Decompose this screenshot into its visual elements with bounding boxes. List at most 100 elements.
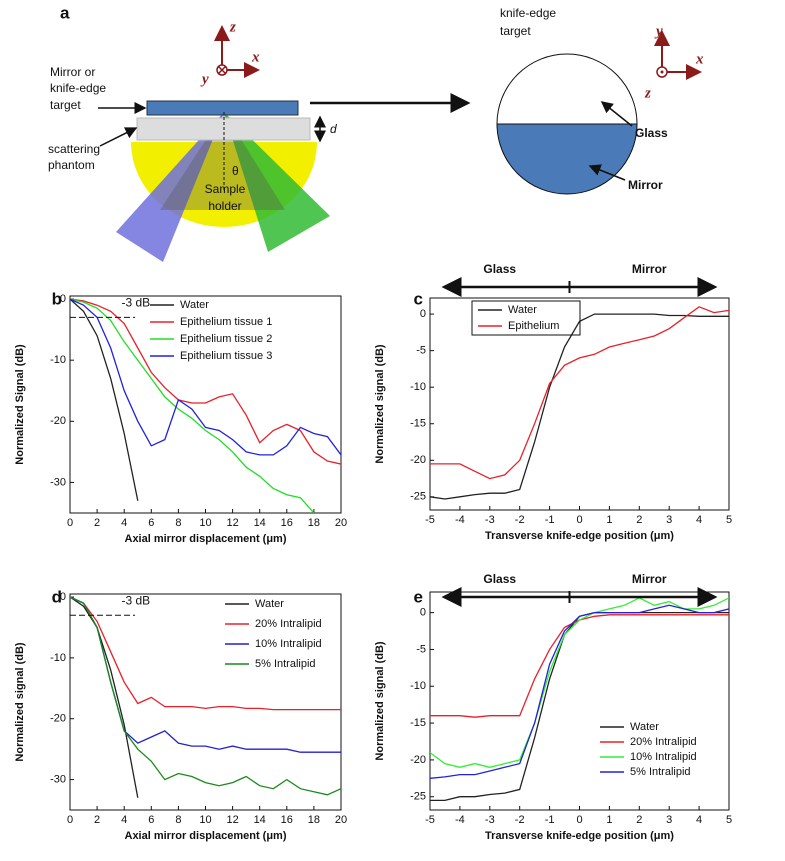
legend-label: Water <box>255 598 284 610</box>
annotation: -3 dB <box>121 593 150 607</box>
y-tick-label: -25 <box>410 491 426 503</box>
legend-frame <box>471 300 581 336</box>
series-line <box>70 596 341 711</box>
legend-label: Epithelium <box>508 320 559 332</box>
legend-label: Water <box>630 721 659 733</box>
glass-label: Glass <box>635 126 668 140</box>
axis-label: x <box>251 49 260 65</box>
series-line <box>70 298 341 456</box>
region-label: Mirror <box>632 572 667 586</box>
mirror-label: Mirror or <box>50 65 95 79</box>
y-tick-label: -20 <box>410 754 426 766</box>
x-tick-label: -4 <box>455 514 465 526</box>
y-tick-label: -30 <box>50 476 66 488</box>
x-tick-label: 20 <box>335 814 347 826</box>
y-tick-label: -10 <box>410 680 426 692</box>
x-tick-label: 14 <box>254 814 266 826</box>
region-label: Glass <box>483 572 516 586</box>
legend-label: 20% Intralipid <box>255 618 322 630</box>
x-axis-label: Axial mirror displacement (μm) <box>125 533 287 545</box>
series-line <box>70 298 315 513</box>
angle: θ <box>232 164 239 178</box>
x-tick-label: -5 <box>425 814 435 826</box>
x-tick-label: 10 <box>199 517 211 529</box>
series-line <box>70 596 139 798</box>
y-tick-label: -10 <box>410 381 426 393</box>
x-tick-label: 16 <box>281 814 293 826</box>
panel-label: c <box>414 289 423 308</box>
axis-label: y <box>200 71 209 87</box>
y-tick-label: 0 <box>420 308 426 320</box>
y-tick-label: 0 <box>420 607 426 619</box>
phantom-label: scattering <box>48 142 100 156</box>
legend-label: 10% Intralipid <box>255 638 322 650</box>
holder-label: Sample <box>205 182 246 196</box>
x-tick-label: 0 <box>67 517 73 529</box>
y-tick-label: -10 <box>50 652 66 664</box>
legend-label: 5% Intralipid <box>630 766 691 778</box>
y-tick-label: 0 <box>60 293 66 305</box>
y-tick-label: -5 <box>416 643 426 655</box>
x-tick-label: 1 <box>606 514 612 526</box>
panel-label: b <box>52 289 62 308</box>
panel-label: d <box>52 587 62 606</box>
y-tick-label: -25 <box>410 791 426 803</box>
thickness-label: d <box>330 122 337 136</box>
x-tick-label: 18 <box>308 517 320 529</box>
y-tick-label: 0 <box>60 591 66 603</box>
y-tick-label: -30 <box>50 773 66 785</box>
x-tick-label: 6 <box>148 814 154 826</box>
series-line <box>70 298 139 501</box>
x-tick-label: 6 <box>148 517 154 529</box>
x-tick-label: 20 <box>335 517 347 529</box>
x-tick-label: 0 <box>576 814 582 826</box>
legend-label: 5% Intralipid <box>255 658 316 670</box>
y-tick-label: -15 <box>410 418 426 430</box>
holder-label: holder <box>208 199 241 213</box>
axis-into <box>217 65 227 75</box>
series-line <box>70 298 341 465</box>
y-tick-label: -10 <box>50 354 66 366</box>
x-tick-label: 2 <box>94 517 100 529</box>
axis-label: z <box>644 85 651 101</box>
x-tick-label: 5 <box>726 814 732 826</box>
chart: e0-5-10-15-20-25-5 -4 -3 -2 -1 0 1 2 3 4 5Transver… <box>374 572 732 842</box>
mirror-label: knife-edge <box>50 81 106 95</box>
y-tick-label: -15 <box>410 717 426 729</box>
legend-label: 10% Intralipid <box>630 751 697 763</box>
plot-frame <box>69 295 342 514</box>
x-tick-label: -1 <box>545 514 555 526</box>
series-line <box>430 306 729 480</box>
x-tick-label: 2 <box>94 814 100 826</box>
y-tick-label: -20 <box>50 415 66 427</box>
axis-label: z <box>229 19 236 35</box>
beam-right <box>224 112 330 252</box>
chart: c0-5-10-15-20-25-5 -4 -3 -2 -1 0 1 2 3 4 5Transver… <box>374 262 732 542</box>
annotation: -3 dB <box>121 296 150 310</box>
x-tick-label: 16 <box>281 517 293 529</box>
y-axis-label: Normalized signal (dB) <box>374 344 386 464</box>
y-tick-label: -5 <box>416 345 426 357</box>
mirror-label: target <box>50 98 81 112</box>
x-tick-label: 4 <box>121 814 127 826</box>
x-tick-label: 1 <box>606 814 612 826</box>
x-tick-label: 2 <box>636 514 642 526</box>
x-tick-label: -3 <box>485 814 495 826</box>
x-tick-label: -4 <box>455 814 465 826</box>
x-tick-label: 8 <box>175 517 181 529</box>
y-axis-label: Normalized signal (dB) <box>374 641 386 761</box>
diagram: a Sample holder θ Mirror or knife-edge t… <box>48 3 704 262</box>
x-tick-label: 14 <box>254 517 266 529</box>
legend-label: Water <box>508 304 537 316</box>
x-tick-label: -1 <box>545 814 555 826</box>
beam-center <box>160 112 285 210</box>
arrow <box>99 127 138 147</box>
panel-label: a <box>60 3 70 22</box>
x-tick-label: 18 <box>308 814 320 826</box>
x-axis-label: Transverse knife-edge position (μm) <box>485 830 674 842</box>
region-label: Mirror <box>632 262 667 276</box>
x-tick-label: -5 <box>425 514 435 526</box>
legend-label: Epithelium tissue 3 <box>180 350 272 362</box>
x-tick-label: -2 <box>515 814 525 826</box>
